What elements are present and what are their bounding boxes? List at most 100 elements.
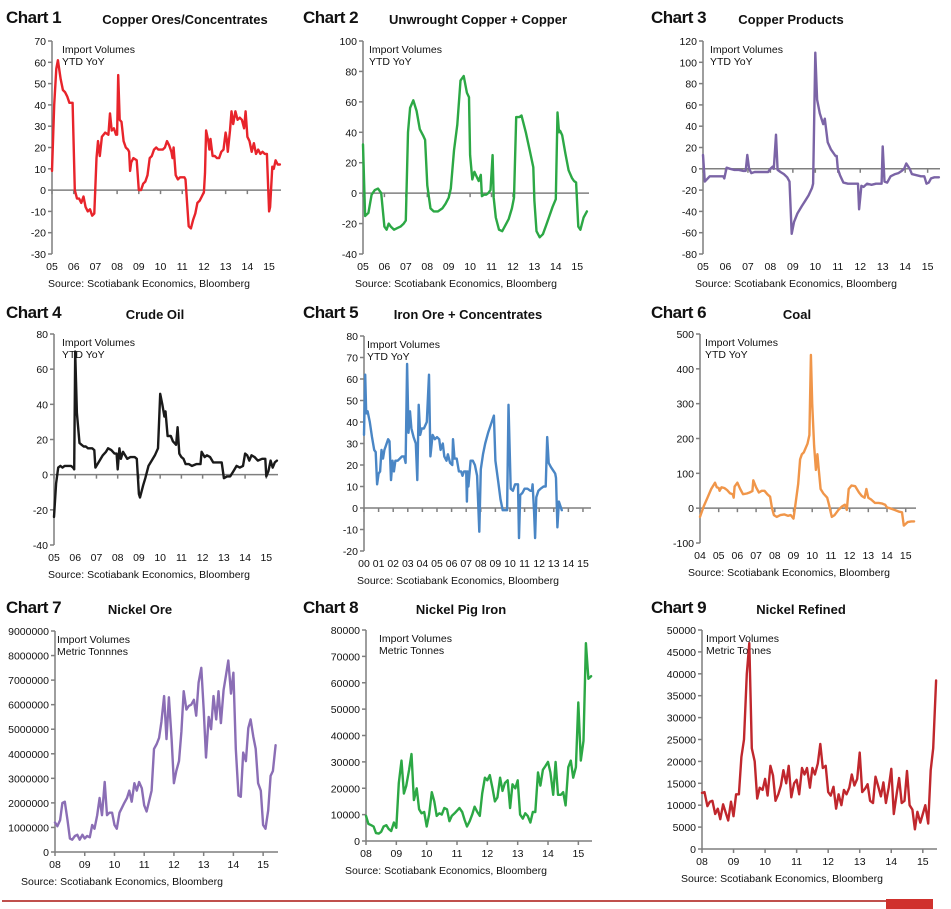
chart-number-label: Chart 8	[303, 598, 358, 617]
chart-source: Source: Scotiabank Economics, Bloomberg	[355, 278, 557, 290]
x-tick-label: 14	[542, 848, 554, 860]
x-tick-label: 05	[48, 552, 60, 564]
y-tick-label: 0	[42, 470, 48, 482]
y-tick-label: 10	[34, 164, 46, 176]
x-tick-label: 14	[239, 552, 251, 564]
y-tick-label: 0	[351, 188, 357, 200]
y-tick-label: 3000000	[8, 773, 49, 785]
y-tick-label: 20	[36, 435, 48, 447]
x-tick-label: 12	[197, 552, 209, 564]
y-tick-label: 20	[346, 460, 358, 472]
chart-title: Nickel Ore	[108, 602, 172, 617]
x-tick-label: 06	[720, 261, 732, 273]
chart-number-label: Chart 2	[303, 8, 358, 27]
x-tick-label: 10	[109, 859, 121, 871]
x-tick-label: 14	[242, 261, 254, 273]
y-tick-label: 9000000	[8, 626, 49, 638]
y-tick-label: 6000000	[8, 700, 49, 712]
chart-source: Source: Scotiabank Economics, Bloomberg	[21, 876, 223, 888]
x-tick-label: 02	[387, 558, 399, 570]
chart-source: Source: Scotiabank Economics, Bloomberg	[681, 873, 883, 885]
y-tick-label: -30	[31, 249, 46, 261]
chart-annotation: YTD YoY	[367, 351, 410, 363]
chart-number-label: Chart 4	[6, 303, 62, 322]
chart-source: Source: Scotiabank Economics, Bloomberg	[688, 567, 890, 579]
y-tick-label: 40	[345, 127, 357, 139]
chart-annotation: YTD YoY	[705, 349, 748, 361]
x-tick-label: 11	[176, 552, 187, 564]
y-tick-label: -20	[682, 185, 697, 197]
x-tick-label: 10	[155, 261, 167, 273]
y-tick-label: 8000000	[8, 651, 49, 663]
chart-annotation: Import Volumes	[62, 337, 135, 349]
x-tick-label: 10	[154, 552, 166, 564]
series-line-copper-products	[701, 51, 941, 235]
x-tick-label: 08	[769, 550, 781, 562]
x-tick-label: 14	[899, 261, 911, 273]
y-tick-label: -40	[33, 540, 48, 552]
series-line-crude-oil	[52, 350, 279, 519]
series-line-nickel-pig-iron	[364, 642, 593, 835]
x-tick-label: 11	[139, 859, 150, 871]
series-line-nickel-refined	[700, 641, 938, 831]
x-tick-label: 15	[263, 261, 275, 273]
y-tick-label: 40	[36, 399, 48, 411]
chart-svg-6: Chart 6 Coal -100 0 100 200 300 400 500 04 05 06 07 0…	[651, 303, 916, 579]
x-tick-label: 13	[548, 558, 560, 570]
x-tick-label: 13	[854, 856, 866, 868]
y-tick-label: 0	[43, 847, 49, 859]
x-tick-label: 04	[694, 550, 706, 562]
x-tick-label: 08	[475, 558, 487, 570]
x-tick-label: 08	[112, 552, 124, 564]
y-tick-label: 20	[685, 143, 697, 155]
y-tick-label: 0	[688, 503, 694, 515]
series-line-nickel-ore	[53, 659, 277, 841]
y-tick-label: 60	[34, 57, 46, 69]
chart-annotation: Import Volumes	[369, 44, 442, 56]
x-tick-label: 08	[421, 261, 433, 273]
y-tick-label: 20000	[331, 783, 360, 795]
y-tick-label: 100	[679, 57, 697, 69]
x-tick-label: 06	[732, 550, 744, 562]
y-tick-label: 40000	[331, 731, 360, 743]
y-tick-label: -40	[342, 249, 357, 261]
chart-number-label: Chart 9	[651, 598, 706, 617]
chart-annotation: Metric Tonnes	[379, 645, 444, 657]
y-tick-label: 200	[676, 434, 694, 446]
x-tick-label: 09	[133, 261, 145, 273]
x-tick-label: 11	[177, 261, 188, 273]
y-tick-label: 80	[36, 329, 48, 341]
chart-number-label: Chart 1	[6, 8, 61, 27]
y-tick-label: 40000	[667, 669, 696, 681]
x-tick-label: 09	[443, 261, 455, 273]
chart-annotation: Import Volumes	[379, 633, 452, 645]
chart-annotation: YTD YoY	[710, 56, 753, 68]
x-tick-label: 09	[788, 550, 800, 562]
y-tick-label: 40	[346, 417, 358, 429]
chart-annotation: Metric Tonnes	[706, 645, 771, 657]
x-tick-label: 13	[198, 859, 210, 871]
y-tick-label: 30000	[331, 757, 360, 769]
y-tick-label: 1000000	[8, 822, 49, 834]
y-tick-label: 50000	[667, 625, 696, 637]
x-tick-label: 15	[917, 856, 929, 868]
chart-title: Crude Oil	[126, 307, 185, 322]
y-tick-label: -20	[342, 219, 357, 231]
x-tick-label: 14	[881, 550, 893, 562]
x-tick-label: 12	[481, 848, 493, 860]
y-tick-label: 70000	[331, 651, 360, 663]
x-tick-label: 12	[822, 856, 834, 868]
y-tick-label: 120	[679, 36, 697, 48]
series-line-coal	[698, 353, 916, 527]
x-tick-label: 13	[218, 552, 230, 564]
x-tick-label: 10	[759, 856, 771, 868]
y-tick-label: -20	[343, 546, 358, 558]
y-tick-label: 70	[346, 353, 358, 365]
y-tick-label: 35000	[667, 691, 696, 703]
y-tick-label: 50	[34, 79, 46, 91]
x-tick-label: 10	[806, 550, 818, 562]
y-tick-label: 20000	[667, 756, 696, 768]
chart-source: Source: Scotiabank Economics, Bloomberg	[48, 278, 250, 290]
x-tick-label: 07	[90, 261, 102, 273]
x-tick-label: 15	[577, 558, 589, 570]
